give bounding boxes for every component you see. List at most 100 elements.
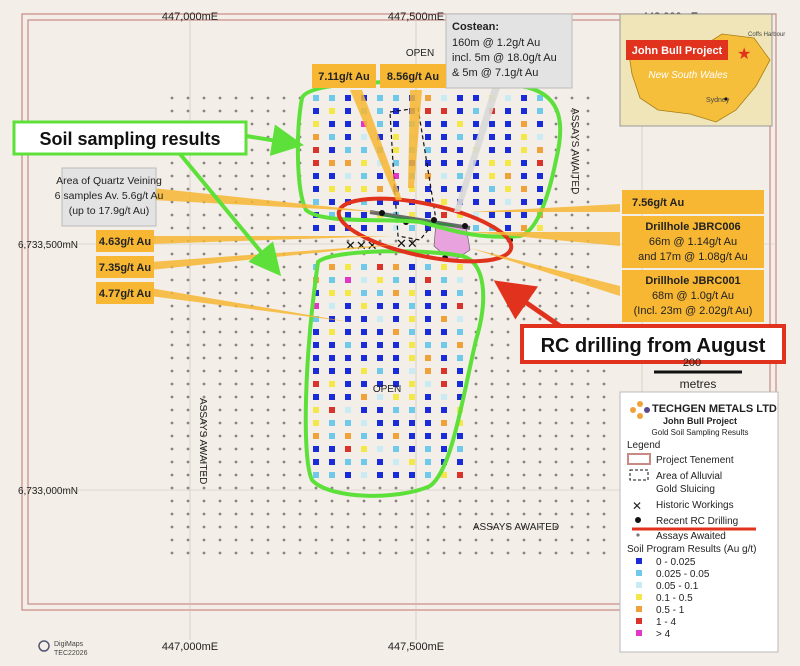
assay-awaited-dot [554,265,558,269]
svg-text:Historic Workings: Historic Workings [656,500,734,511]
soil-sample [393,121,399,127]
tenement-boundary [21,13,777,611]
assay-awaited-dot [602,460,606,464]
assay-awaited-dot [522,434,526,438]
assay-awaited-dot [314,512,318,516]
assay-awaited-dot [490,343,494,347]
soil-sample [425,355,431,361]
assay-awaited-dot [474,421,478,425]
assay-awaited-dot [266,395,270,399]
soil-sample [409,407,415,413]
assay-awaited-dot [506,421,510,425]
assay-awaited-dot [474,512,478,516]
soil-sample [313,134,319,140]
assay-awaited-dot [234,408,238,412]
assay-awaited-dot [426,551,430,555]
assay-awaited-dot [234,343,238,347]
assay-awaited-dot [474,460,478,464]
assay-awaited-dot [474,473,478,477]
assay-awaited-dot [602,369,606,373]
soil-sample [473,108,479,114]
soil-sample [361,342,367,348]
soil-sample [313,225,319,231]
assay-awaited-dot [490,512,494,516]
legend-class-label: 0 - 0.025 [656,557,696,568]
assay-awaited-dot [218,343,222,347]
soil-sample [457,420,463,426]
soil-sample [393,303,399,309]
assay-awaited-dot [282,148,286,152]
soil-sample [425,420,431,426]
soil-sample [329,303,335,309]
assay-awaited-dot [522,252,526,256]
assay-awaited-dot [554,460,558,464]
assay-awaited-dot [218,174,222,178]
svg-text:(up to 17.9g/t Au): (up to 17.9g/t Au) [69,205,150,217]
soil-sample [313,355,319,361]
legend-assays-dot [636,533,640,537]
assay-awaited-dot [554,96,558,100]
open-label: OPEN [406,48,434,59]
assay-awaited-dot [506,499,510,503]
soil-sample [377,407,383,413]
svg-text:160m @ 1.2g/t Au: 160m @ 1.2g/t Au [452,37,540,49]
assay-awaited-dot [298,538,302,542]
assay-awaited-dot [602,395,606,399]
soil-sample [505,134,511,140]
assay-awaited-dot [202,538,206,542]
legend-class-label: 1 - 4 [656,617,676,628]
soil-sample [457,290,463,296]
assay-awaited-dot [266,421,270,425]
soil-sample [425,225,431,231]
soil-sample [473,134,479,140]
soil-sample [345,355,351,361]
assay-awaited-dot [282,525,286,529]
assay-awaited-dot [202,330,206,334]
soil-sample [473,160,479,166]
assay-awaited-dot [602,551,606,555]
assay-awaited-dot [234,473,238,477]
assay-awaited-dot [314,252,318,256]
soil-sample-grid [313,95,543,478]
legend-class-label: 0.05 - 0.1 [656,581,699,592]
assay-awaited-dot [602,538,606,542]
assay-awaited-dot [298,382,302,386]
assay-awaited-dot [250,291,254,295]
assay-awaited-dot [570,213,574,217]
soil-sample [425,173,431,179]
soil-sample [425,394,431,400]
assay-awaited-dot [330,512,334,516]
soil-sample [441,160,447,166]
assay-awaited-dot [602,421,606,425]
assay-awaited-dot [218,278,222,282]
soil-sample [505,199,511,205]
assay-awaited-dot [506,525,510,529]
assay-awaited-dot [554,538,558,542]
assay-awaited-dot [554,135,558,139]
soil-sample [329,225,335,231]
soil-sample [329,472,335,478]
assay-awaited-dot [586,265,590,269]
soil-sample [361,329,367,335]
soil-sample [473,199,479,205]
assay-awaited-dot [426,525,430,529]
assay-awaited-dot [490,369,494,373]
assay-awaited-dot [282,109,286,113]
assay-awaited-dot [442,486,446,490]
assay-awaited-dot [282,239,286,243]
soil-sample [329,407,335,413]
assay-awaited-dot [234,226,238,230]
assay-awaited-dot [554,278,558,282]
soil-sample [457,394,463,400]
soil-sample [329,121,335,127]
assay-awaited-dot [538,252,542,256]
assay-awaited-dot [202,551,206,555]
soil-sample [313,173,319,179]
assay-awaited-dot [378,551,382,555]
soil-sample [409,394,415,400]
assay-awaited-dot [234,356,238,360]
assay-awaited-dot [522,460,526,464]
soil-sample [377,459,383,465]
assay-awaited-dot [266,382,270,386]
value-callout-711: 7.11g/t Au [312,64,376,88]
